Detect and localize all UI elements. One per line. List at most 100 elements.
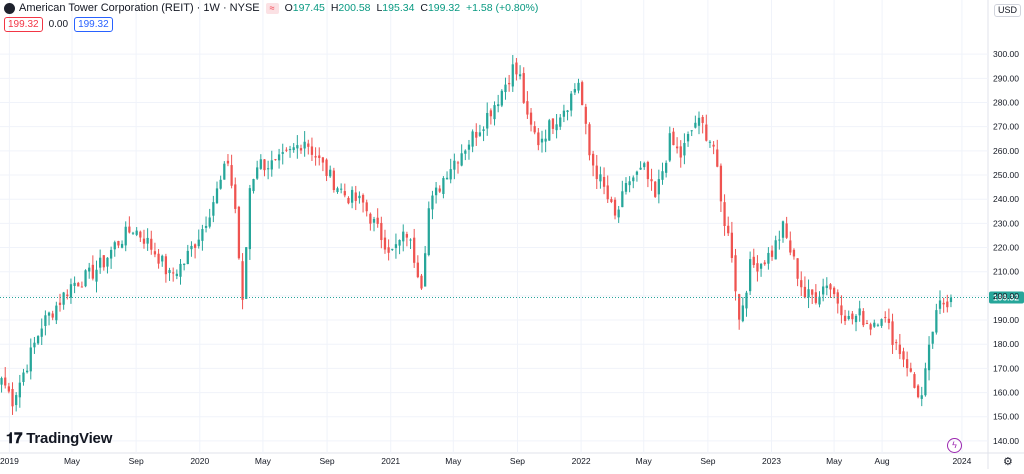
candle bbox=[252, 179, 255, 192]
candle bbox=[796, 258, 799, 279]
price-tick-label: 300.00 bbox=[993, 49, 1019, 59]
candle bbox=[949, 297, 953, 303]
candle bbox=[591, 153, 595, 166]
candle bbox=[577, 82, 580, 91]
time-axis[interactable]: 2019 May Sep 2020 May Sep 2021 May Sep 2022 May Sep… bbox=[0, 456, 972, 466]
candle bbox=[153, 251, 157, 255]
candle bbox=[347, 197, 350, 204]
candle bbox=[438, 188, 441, 192]
candle bbox=[431, 195, 434, 210]
candle bbox=[150, 238, 153, 250]
candle bbox=[920, 395, 923, 399]
candle bbox=[456, 162, 460, 164]
candle bbox=[420, 275, 423, 289]
candle bbox=[840, 305, 843, 316]
candle bbox=[285, 149, 288, 151]
sell-price-button[interactable]: 199.32 bbox=[4, 17, 43, 32]
candle bbox=[621, 191, 624, 208]
candle bbox=[391, 248, 394, 250]
candle bbox=[7, 386, 10, 392]
ohlc-readout: O197.45 H200.58 L195.34 C199.32 +1.58 (+… bbox=[285, 2, 539, 14]
time-tick-label: May bbox=[255, 456, 272, 466]
candle bbox=[588, 124, 591, 156]
candle bbox=[197, 239, 200, 247]
candle bbox=[193, 244, 197, 248]
candle bbox=[661, 171, 664, 180]
candle bbox=[277, 154, 281, 161]
candle bbox=[99, 257, 102, 268]
candle bbox=[241, 261, 244, 300]
candle bbox=[256, 167, 259, 179]
candle bbox=[215, 188, 219, 204]
candle bbox=[869, 324, 872, 330]
candle bbox=[51, 313, 54, 318]
candle bbox=[478, 132, 482, 136]
candle bbox=[307, 143, 310, 147]
candle bbox=[507, 82, 511, 85]
candle bbox=[427, 208, 430, 256]
buy-price-button[interactable]: 199.32 bbox=[74, 17, 113, 32]
candle bbox=[69, 284, 73, 298]
candle bbox=[884, 316, 887, 318]
time-tick-label: May bbox=[826, 456, 843, 466]
spread-value: 0.00 bbox=[48, 19, 69, 30]
candle bbox=[752, 256, 755, 266]
candle bbox=[646, 162, 650, 180]
candle bbox=[44, 315, 47, 326]
price-tick-label: 260.00 bbox=[993, 146, 1019, 156]
candle bbox=[632, 177, 635, 182]
candle bbox=[705, 124, 708, 141]
candle bbox=[106, 257, 109, 267]
candle bbox=[606, 185, 609, 200]
candle bbox=[416, 262, 419, 278]
candle bbox=[117, 240, 120, 246]
candle bbox=[686, 133, 690, 142]
candle bbox=[909, 368, 912, 372]
candle bbox=[697, 117, 701, 126]
candle bbox=[340, 188, 343, 190]
lightning-icon[interactable]: ϟ bbox=[947, 438, 962, 453]
time-tick-label: Sep bbox=[129, 456, 144, 466]
candle bbox=[785, 223, 788, 238]
tradingview-logo[interactable]: 𝟏𝟕 TradingView bbox=[6, 430, 112, 447]
candle bbox=[906, 359, 909, 369]
tradingview-logo-icon: 𝟏𝟕 bbox=[6, 430, 23, 447]
price-axis[interactable]: 140.00 150.00 160.00 170.00 180.00 190.00 200.… bbox=[993, 49, 1019, 446]
low-value: 195.34 bbox=[382, 2, 415, 14]
candle bbox=[208, 217, 211, 227]
candle bbox=[613, 199, 617, 216]
candle bbox=[204, 225, 208, 228]
candle bbox=[22, 372, 25, 382]
candle bbox=[219, 179, 222, 189]
last-price-tag[interactable] bbox=[989, 291, 1024, 304]
candle bbox=[778, 239, 781, 241]
candle bbox=[40, 328, 43, 337]
candle bbox=[464, 150, 467, 154]
candle bbox=[639, 167, 642, 170]
price-tick-label: 220.00 bbox=[993, 243, 1019, 253]
candle bbox=[288, 149, 292, 151]
candle bbox=[146, 237, 149, 244]
candle bbox=[325, 159, 328, 176]
time-tick-label: May bbox=[445, 456, 462, 466]
candle bbox=[73, 282, 76, 286]
candle bbox=[738, 294, 741, 320]
candle bbox=[380, 222, 383, 241]
candle bbox=[471, 131, 474, 147]
candle bbox=[47, 312, 51, 316]
candle bbox=[515, 62, 518, 75]
candle bbox=[183, 263, 186, 266]
gear-icon[interactable]: ⚙ bbox=[1003, 456, 1013, 468]
candle bbox=[310, 146, 314, 155]
candle bbox=[361, 194, 365, 203]
market-status-badge[interactable]: ≈ bbox=[265, 2, 279, 14]
symbol-title[interactable]: American Tower Corporation (REIT) · 1W ·… bbox=[19, 2, 260, 14]
candle bbox=[887, 318, 891, 323]
candle bbox=[4, 377, 7, 386]
time-tick-label: 2023 bbox=[762, 456, 781, 466]
price-tick-label: 190.00 bbox=[993, 315, 1019, 325]
candle bbox=[299, 148, 303, 151]
currency-button[interactable]: USD bbox=[994, 4, 1022, 17]
